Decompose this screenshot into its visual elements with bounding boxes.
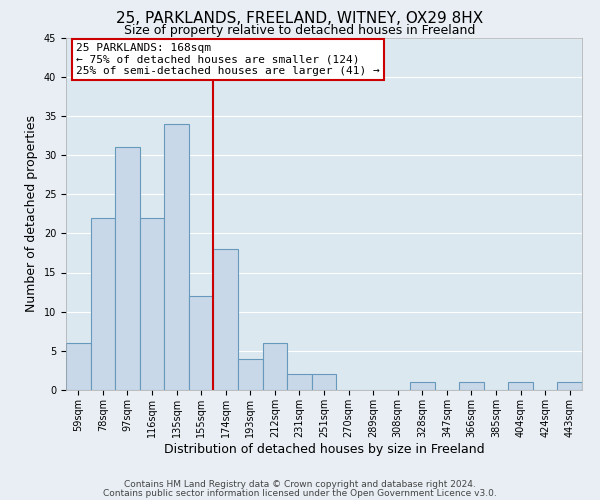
- Bar: [459, 382, 484, 390]
- Bar: [140, 218, 164, 390]
- Text: Size of property relative to detached houses in Freeland: Size of property relative to detached ho…: [124, 24, 476, 37]
- Bar: [238, 358, 263, 390]
- Bar: [189, 296, 214, 390]
- Bar: [164, 124, 189, 390]
- Y-axis label: Number of detached properties: Number of detached properties: [25, 116, 38, 312]
- Text: Contains HM Land Registry data © Crown copyright and database right 2024.: Contains HM Land Registry data © Crown c…: [124, 480, 476, 489]
- Bar: [214, 249, 238, 390]
- X-axis label: Distribution of detached houses by size in Freeland: Distribution of detached houses by size …: [164, 442, 484, 456]
- Bar: [557, 382, 582, 390]
- Text: Contains public sector information licensed under the Open Government Licence v3: Contains public sector information licen…: [103, 488, 497, 498]
- Bar: [263, 343, 287, 390]
- Bar: [410, 382, 434, 390]
- Bar: [115, 147, 140, 390]
- Bar: [287, 374, 312, 390]
- Bar: [91, 218, 115, 390]
- Text: 25 PARKLANDS: 168sqm
← 75% of detached houses are smaller (124)
25% of semi-deta: 25 PARKLANDS: 168sqm ← 75% of detached h…: [76, 43, 380, 76]
- Bar: [66, 343, 91, 390]
- Bar: [508, 382, 533, 390]
- Text: 25, PARKLANDS, FREELAND, WITNEY, OX29 8HX: 25, PARKLANDS, FREELAND, WITNEY, OX29 8H…: [116, 11, 484, 26]
- Bar: [312, 374, 336, 390]
